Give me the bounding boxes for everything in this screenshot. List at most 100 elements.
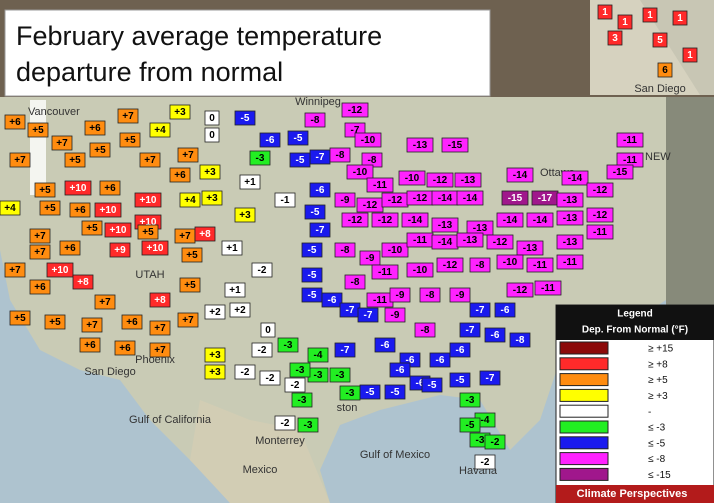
station-marker (99, 180, 121, 196)
station-label: -8 (341, 245, 350, 256)
station-marker (309, 222, 331, 238)
station-label: +7 (9, 265, 21, 276)
station-marker (398, 170, 426, 186)
station-label: -14 (408, 215, 423, 226)
station-label: -6 (396, 365, 405, 376)
station-label: -13 (473, 223, 488, 234)
legend-swatch (559, 357, 609, 371)
right-strip (666, 97, 714, 305)
station-marker (169, 167, 191, 183)
station-marker (586, 182, 614, 198)
station-label: -2 (241, 367, 250, 378)
station-label: -7 (316, 152, 325, 163)
station-label: 1 (647, 10, 653, 21)
station-label: -5 (308, 290, 317, 301)
station-marker (561, 170, 589, 186)
station-label: +5 (94, 145, 106, 156)
station-marker (179, 192, 201, 208)
station-marker (251, 262, 273, 278)
station-label: -11 (373, 180, 387, 191)
station-label: -6 (501, 305, 510, 316)
station-marker (291, 392, 313, 408)
station-label: -8 (351, 277, 360, 288)
legend-swatch (559, 388, 609, 402)
station-marker (4, 262, 26, 278)
station-marker (29, 279, 51, 295)
station-label: -12 (413, 193, 428, 204)
place-label: Gulf of California (129, 414, 212, 426)
station-marker (149, 320, 171, 336)
station-marker (556, 234, 584, 250)
station-marker (607, 30, 623, 46)
legend-footer-bar (556, 485, 714, 503)
station-label: 1 (687, 50, 693, 61)
station-marker (506, 167, 534, 183)
station-marker (309, 182, 331, 198)
station-marker (419, 287, 441, 303)
station-label: -5 (308, 270, 317, 281)
station-marker (121, 314, 143, 330)
station-marker (94, 202, 122, 218)
station-marker (289, 152, 311, 168)
station-label: -13 (563, 213, 578, 224)
station-marker (344, 274, 366, 290)
station-label: 5 (657, 35, 663, 46)
station-label: +5 (124, 135, 136, 146)
station-label: -11 (593, 227, 607, 238)
station-label: -8 (426, 290, 435, 301)
station-label: -4 (314, 350, 323, 361)
station-label: +7 (144, 155, 156, 166)
station-marker (389, 287, 411, 303)
station-label: +6 (174, 170, 186, 181)
station-marker (341, 102, 369, 118)
station-label: -11 (563, 257, 577, 268)
station-label: -10 (353, 167, 368, 178)
station-marker (81, 317, 103, 333)
station-label: -15 (448, 140, 463, 151)
station-label: +7 (154, 345, 166, 356)
station-label: +3 (204, 167, 216, 178)
station-marker (371, 264, 399, 280)
station-marker (177, 312, 199, 328)
station-marker (9, 310, 31, 326)
station-marker (642, 7, 658, 23)
station-label: -12 (348, 215, 363, 226)
station-marker (297, 417, 319, 433)
place-label: San Diego (634, 83, 685, 95)
station-marker (181, 247, 203, 263)
station-label: +2 (234, 305, 246, 316)
station-marker (94, 294, 116, 310)
place-label: San Diego (84, 366, 135, 378)
station-marker (534, 280, 562, 296)
station-label: -14 (438, 193, 453, 204)
station-marker (429, 352, 451, 368)
legend-swatch (559, 404, 609, 418)
station-label: 0 (209, 113, 215, 124)
station-marker (366, 177, 394, 193)
station-marker (329, 147, 351, 163)
station-label: -8 (421, 325, 430, 336)
station-label: -8 (311, 115, 320, 126)
station-marker (284, 377, 306, 393)
station-label: +5 (184, 280, 196, 291)
station-label: -3 (296, 365, 305, 376)
station-marker (494, 302, 516, 318)
station-marker (384, 307, 406, 323)
station-marker (29, 228, 51, 244)
legend-label: ≥ +5 (648, 375, 668, 386)
station-marker (199, 164, 221, 180)
station-marker (259, 132, 281, 148)
place-label: NEW (645, 151, 671, 163)
station-marker (204, 304, 226, 320)
station-label: 0 (209, 130, 215, 141)
station-marker (506, 282, 534, 298)
station-label: +6 (74, 205, 86, 216)
station-label: -13 (413, 140, 428, 151)
station-label: -8 (516, 335, 525, 346)
station-label: -11 (373, 295, 387, 306)
station-label: +4 (4, 203, 16, 214)
station-marker (334, 242, 356, 258)
station-label: -5 (366, 387, 375, 398)
station-label: -14 (503, 215, 518, 226)
station-label: -6 (436, 355, 445, 366)
